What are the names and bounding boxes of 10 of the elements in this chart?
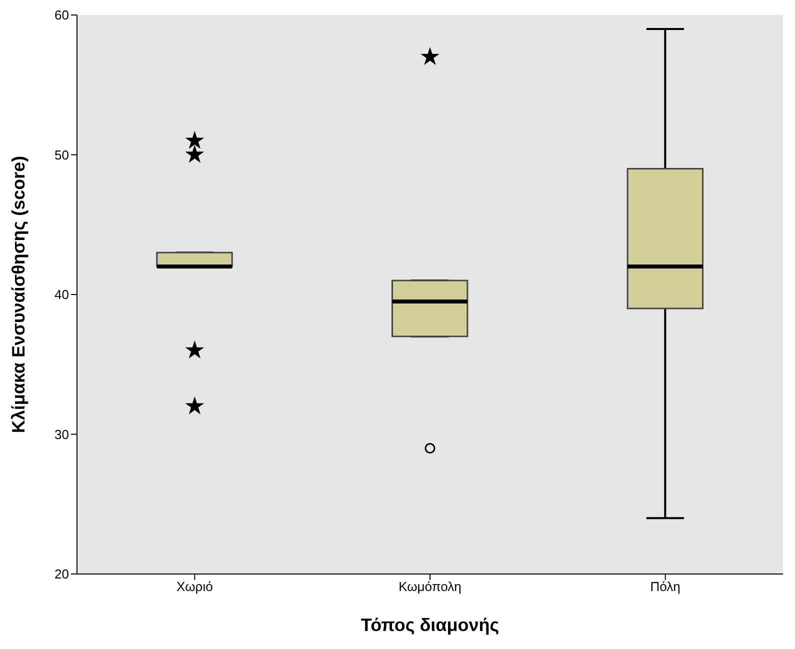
x-tick-label: Πόλη [650, 579, 680, 594]
y-tick-label: 60 [54, 8, 69, 23]
y-tick-label: 30 [54, 426, 69, 442]
y-tick-label: 40 [54, 287, 69, 302]
x-tick-label: Χωριό [176, 579, 213, 594]
y-axis-title: Κλίμακα Ενσυναίσθησης (score) [8, 156, 28, 434]
x-axis-title: Τόπος διαμονής [360, 615, 500, 635]
y-tick-label: 50 [54, 147, 69, 162]
y-tick-label: 20 [54, 566, 69, 582]
x-tick-label: Κωμόπολη [398, 579, 462, 594]
